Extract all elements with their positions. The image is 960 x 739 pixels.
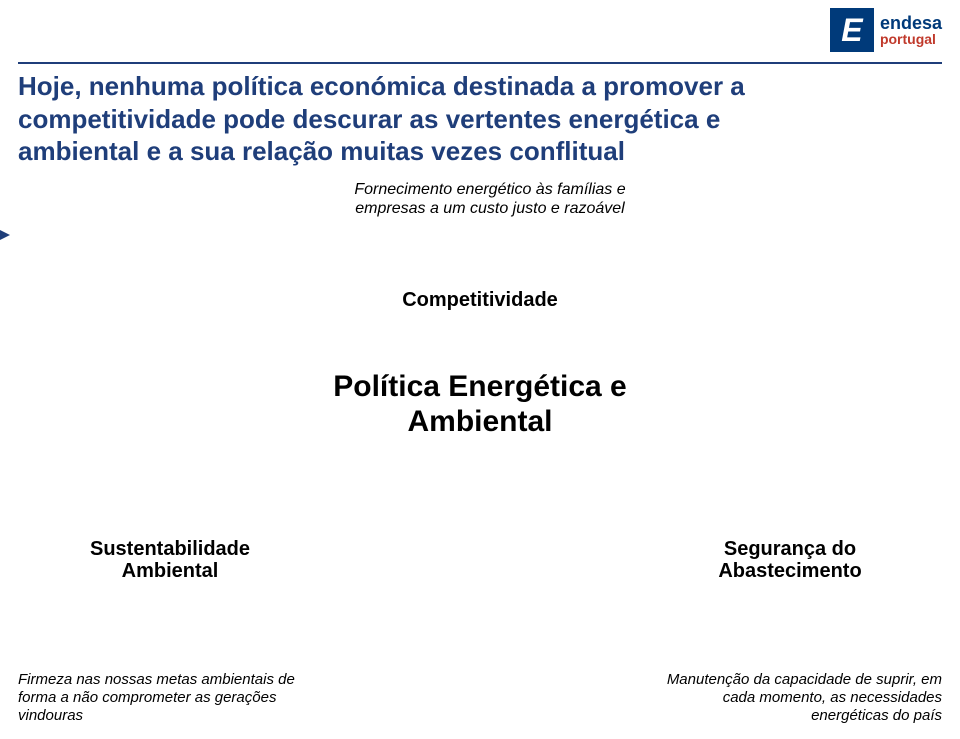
logo-text: endesa portugal [880, 14, 942, 46]
top-node-caption: Fornecimento energético às famílias e em… [320, 180, 660, 218]
node-label-right: Segurança do Abastecimento [676, 522, 904, 598]
logo-country: portugal [880, 32, 942, 46]
page-title: Hoje, nenhuma política económica destina… [18, 70, 838, 168]
header-rule [18, 62, 942, 64]
logo-box: E [830, 8, 874, 52]
page: E endesa portugal Hoje, nenhuma política… [0, 0, 960, 739]
brand-logo: E endesa portugal [830, 8, 942, 52]
logo-letter: E [841, 12, 862, 49]
footnotes: Firmeza nas nossas metas ambientais de f… [18, 671, 942, 725]
diagram-center-label: Política Energética e Ambiental [330, 370, 630, 439]
node-label-top: Competitividade [366, 268, 594, 332]
footnote-right: Manutenção da capacidade de suprir, em c… [642, 671, 942, 725]
logo-brand: endesa [880, 14, 942, 32]
footnote-left: Firmeza nas nossas metas ambientais de f… [18, 671, 318, 725]
triangle-diagram: Política Energética e Ambiental Competit… [0, 230, 960, 660]
node-label-left: Sustentabilidade Ambiental [56, 522, 284, 598]
